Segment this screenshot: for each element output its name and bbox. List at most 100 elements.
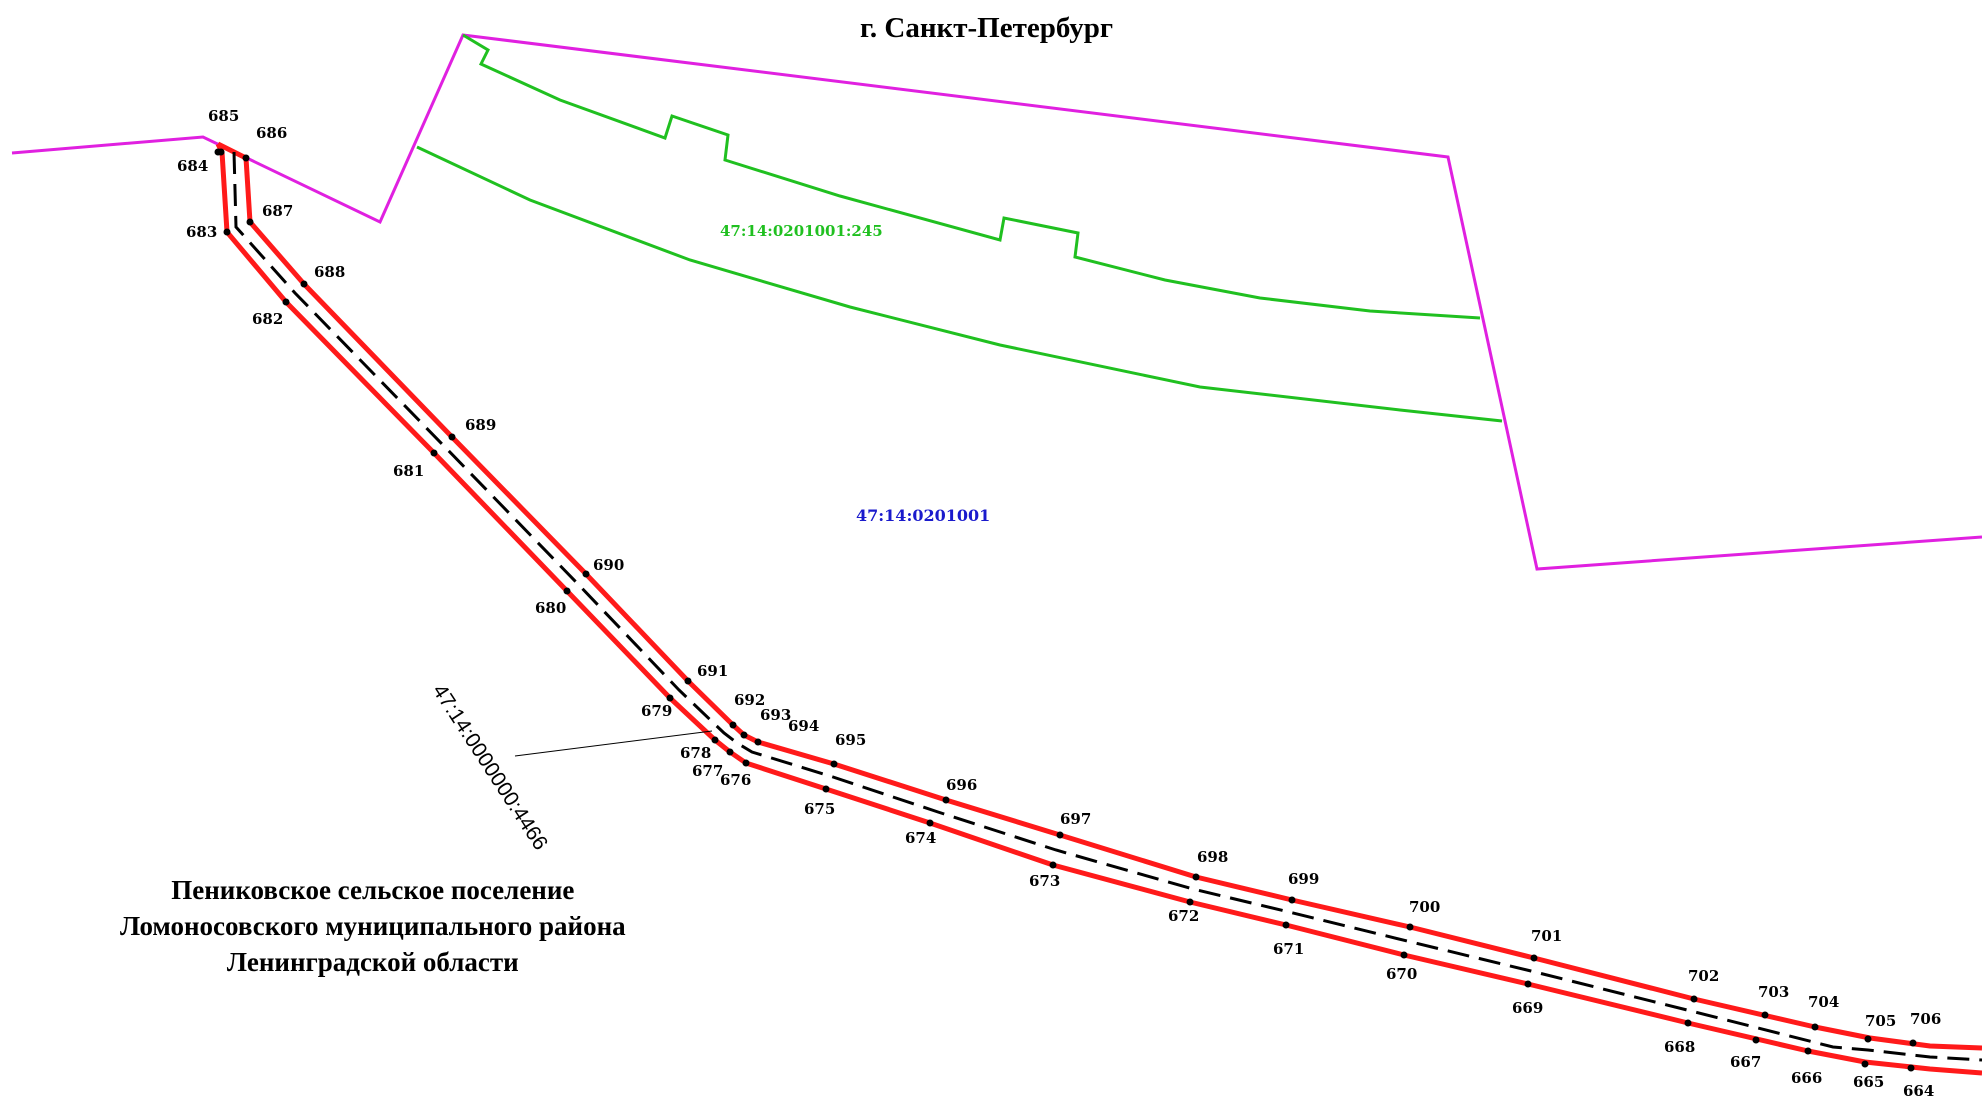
point-label-703: 703	[1758, 983, 1789, 1001]
point-marker-693	[740, 731, 748, 739]
point-label-696: 696	[946, 776, 977, 794]
point-marker-694	[754, 738, 762, 746]
city-title: г. Санкт-Петербург	[860, 12, 1114, 44]
point-marker-678	[711, 736, 719, 744]
point-marker-668	[1684, 1019, 1692, 1027]
point-marker-701	[1530, 954, 1538, 962]
linear-parcel-leader	[514, 730, 713, 757]
point-label-678: 678	[680, 744, 711, 762]
route-axis-dashed	[232, 151, 1982, 1062]
point-marker-691	[684, 677, 692, 685]
linear-parcel-label: 47:14:0000000:4466	[428, 680, 552, 854]
point-marker-690	[582, 570, 590, 578]
point-marker-686	[242, 154, 250, 162]
boundary-points: 685 686 684 683 687 688 682 689 681 690 680 691 679 6…	[177, 107, 1941, 1097]
point-marker-689	[448, 433, 456, 441]
point-marker-666	[1804, 1047, 1812, 1055]
point-marker-671	[1282, 921, 1290, 929]
point-marker-665	[1861, 1060, 1869, 1068]
point-label-702: 702	[1688, 967, 1719, 985]
settlement-line-2: Ломоносовского муниципального района	[120, 911, 626, 941]
point-label-676: 676	[720, 771, 751, 789]
point-marker-679	[666, 694, 674, 702]
point-marker-674	[926, 819, 934, 827]
point-label-666: 666	[1791, 1069, 1822, 1087]
point-label-701: 701	[1531, 927, 1562, 945]
quarter-label: 47:14:0201001	[856, 506, 990, 525]
point-label-675: 675	[804, 800, 835, 818]
point-label-688: 688	[314, 263, 345, 281]
point-marker-704	[1811, 1023, 1819, 1031]
point-marker-699	[1288, 896, 1296, 904]
point-label-681: 681	[393, 462, 424, 480]
point-marker-695	[830, 760, 838, 768]
point-label-667: 667	[1730, 1053, 1761, 1071]
point-label-671: 671	[1273, 940, 1304, 958]
city-boundary-line	[11, 33, 1982, 571]
point-label-690: 690	[593, 556, 624, 574]
point-marker-669	[1524, 980, 1532, 988]
point-label-698: 698	[1197, 848, 1228, 866]
point-marker-667	[1752, 1036, 1760, 1044]
point-marker-681	[430, 449, 438, 457]
point-label-692: 692	[734, 691, 765, 709]
point-label-706: 706	[1910, 1010, 1941, 1028]
point-marker-687	[246, 218, 254, 226]
parcel-245-label: 47:14:0201001:245	[720, 222, 883, 240]
settlement-caption: Пениковское сельское поселение Ломоносов…	[120, 872, 626, 980]
point-marker-703	[1761, 1011, 1769, 1019]
point-label-694: 694	[788, 717, 819, 735]
point-marker-677	[726, 748, 734, 756]
point-marker-706	[1909, 1039, 1917, 1047]
point-marker-698	[1192, 873, 1200, 881]
point-label-699: 699	[1288, 870, 1319, 888]
point-marker-664	[1907, 1064, 1915, 1072]
point-label-680: 680	[535, 599, 566, 617]
point-label-683: 683	[186, 223, 217, 241]
point-marker-672	[1186, 898, 1194, 906]
point-marker-670	[1400, 951, 1408, 959]
point-label-679: 679	[641, 702, 672, 720]
point-label-682: 682	[252, 310, 283, 328]
point-label-669: 669	[1512, 999, 1543, 1017]
point-marker-696	[942, 796, 950, 804]
point-marker-702	[1690, 995, 1698, 1003]
point-label-693: 693	[760, 706, 791, 724]
point-label-665: 665	[1853, 1073, 1884, 1091]
point-label-684: 684	[177, 157, 208, 175]
point-label-704: 704	[1808, 993, 1839, 1011]
point-label-689: 689	[465, 416, 496, 434]
point-label-668: 668	[1664, 1038, 1695, 1056]
point-marker-692	[729, 721, 737, 729]
parcel-245-lower-boundary	[416, 145, 1503, 423]
point-label-705: 705	[1865, 1012, 1896, 1030]
settlement-line-3: Ленинградской области	[226, 947, 519, 977]
point-label-687: 687	[262, 202, 293, 220]
point-label-677: 677	[692, 762, 723, 780]
settlement-line-1: Пениковское сельское поселение	[171, 875, 575, 905]
point-marker-700	[1406, 923, 1414, 931]
point-label-695: 695	[835, 731, 866, 749]
point-marker-676	[742, 759, 750, 767]
point-label-664: 664	[1903, 1082, 1934, 1097]
point-label-686: 686	[256, 124, 287, 142]
point-marker-680	[563, 587, 571, 595]
route-boundary-upper	[216, 141, 1982, 1051]
point-label-674: 674	[905, 829, 936, 847]
point-label-685: 685	[208, 107, 239, 125]
point-marker-683	[223, 228, 231, 236]
point-marker-697	[1056, 831, 1064, 839]
point-label-673: 673	[1029, 872, 1060, 890]
point-label-672: 672	[1168, 907, 1199, 925]
parcel-245-upper-boundary	[462, 33, 1481, 320]
point-marker-684	[214, 148, 222, 156]
point-marker-682	[282, 298, 290, 306]
point-marker-705	[1864, 1035, 1872, 1043]
point-label-670: 670	[1386, 965, 1417, 983]
point-marker-675	[822, 785, 830, 793]
point-marker-673	[1049, 861, 1057, 869]
point-label-697: 697	[1060, 810, 1091, 828]
route-boundary-lower	[215, 142, 1982, 1076]
point-label-700: 700	[1409, 898, 1440, 916]
